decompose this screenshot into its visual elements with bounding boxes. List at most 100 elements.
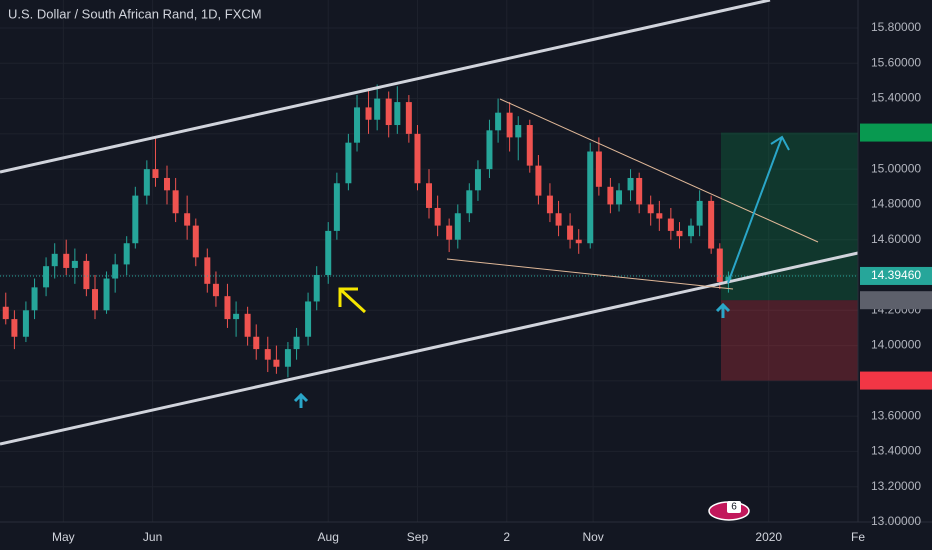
y-tick-label: 13.40000 <box>871 444 921 458</box>
candle-body <box>172 190 179 214</box>
candle-body <box>454 213 461 240</box>
candle-body <box>688 225 695 237</box>
candle-body <box>192 225 199 258</box>
wedge-upper <box>499 98 819 243</box>
up-arrow <box>293 392 309 408</box>
candle-body <box>567 225 574 240</box>
price-label-box <box>860 371 932 390</box>
candle-body <box>333 183 340 231</box>
candle-body <box>595 151 602 187</box>
candle-body <box>656 213 663 219</box>
candle-body <box>434 207 441 226</box>
candle-body <box>587 151 594 244</box>
candle-body <box>627 177 634 191</box>
candle-body <box>325 230 332 275</box>
candle-body <box>374 98 381 120</box>
candle-body <box>616 190 623 205</box>
y-tick-label: 13.20000 <box>871 479 921 493</box>
x-tick-label: 2020 <box>755 530 782 544</box>
candle-body <box>51 253 58 267</box>
candle-body <box>667 218 674 231</box>
candle-body <box>31 287 38 311</box>
candle-body <box>345 142 352 184</box>
candle-body <box>486 130 493 170</box>
candle-body <box>163 177 170 191</box>
candle-body <box>607 186 614 205</box>
candle-body <box>43 266 50 288</box>
candle-body <box>446 225 453 240</box>
candle-body <box>11 319 18 337</box>
candle-body <box>83 260 90 290</box>
candle-body <box>708 200 715 249</box>
time-axis <box>0 522 932 550</box>
candle-body <box>555 213 562 226</box>
candle-body <box>112 264 119 279</box>
candle-body <box>394 102 401 126</box>
wedge-lower <box>446 258 734 290</box>
yellow-arrow <box>338 287 367 314</box>
candle-body <box>647 204 654 214</box>
price-label-box <box>860 266 932 285</box>
candle-body <box>636 177 643 205</box>
candle-body <box>132 195 139 244</box>
candle-body <box>71 260 78 268</box>
badge-count-box <box>727 501 741 513</box>
candle-body <box>273 359 280 367</box>
candle-body <box>152 169 159 178</box>
candle-body <box>204 257 211 284</box>
drawings <box>0 0 859 446</box>
candle-body <box>414 133 421 184</box>
x-tick-label: Fe <box>851 530 865 544</box>
candle-body <box>123 243 130 265</box>
candle-body <box>184 213 191 226</box>
candle-body <box>426 183 432 208</box>
x-tick-label: 2 <box>503 530 510 544</box>
candle-body <box>293 336 300 350</box>
badge: 6 <box>708 501 750 521</box>
x-tick-label: Jun <box>143 530 162 544</box>
candle-body <box>92 289 99 311</box>
y-tick-label: 13.60000 <box>871 408 921 422</box>
candles <box>0 84 858 378</box>
x-tick-label: Aug <box>318 530 339 544</box>
candle-body <box>696 200 703 226</box>
candle-body <box>575 239 582 244</box>
candle-body <box>535 165 542 196</box>
x-tick-label: May <box>52 530 75 544</box>
channel-lower <box>0 251 859 446</box>
candle-body <box>233 313 240 320</box>
y-tick-label: 15.60000 <box>871 55 921 69</box>
y-tick-label: 15.80000 <box>871 20 921 34</box>
target-arrow <box>727 135 790 284</box>
candle-body <box>676 230 683 237</box>
candle-body <box>143 169 150 196</box>
candle-body <box>305 301 312 337</box>
up-arrow <box>715 302 731 318</box>
candle-body <box>506 112 513 138</box>
candle-body <box>284 349 291 367</box>
y-tick-label: 14.60000 <box>871 232 921 246</box>
candle-body <box>405 102 412 134</box>
stop-zone <box>721 300 858 381</box>
y-tick-label: 13.00000 <box>871 514 921 528</box>
x-tick-label: Sep <box>407 530 429 544</box>
candle-body <box>212 283 219 297</box>
candle-body <box>716 248 723 283</box>
axes: 13.0000013.2000013.4000013.6000013.80000… <box>52 20 932 544</box>
profit-zone <box>721 132 858 301</box>
y-tick-label: 15.00000 <box>871 161 921 175</box>
price-label: 14.39460 <box>871 268 921 282</box>
price-label-box <box>860 123 932 142</box>
candle-body <box>546 195 553 214</box>
candle-body <box>385 98 392 126</box>
candle-body <box>264 349 271 360</box>
candle-body <box>313 275 320 302</box>
position-zones <box>721 132 858 381</box>
candle-body <box>2 306 9 320</box>
candle-body <box>103 278 110 311</box>
candle-body <box>365 107 372 120</box>
candle-body <box>22 310 29 337</box>
candle-body <box>224 296 231 320</box>
